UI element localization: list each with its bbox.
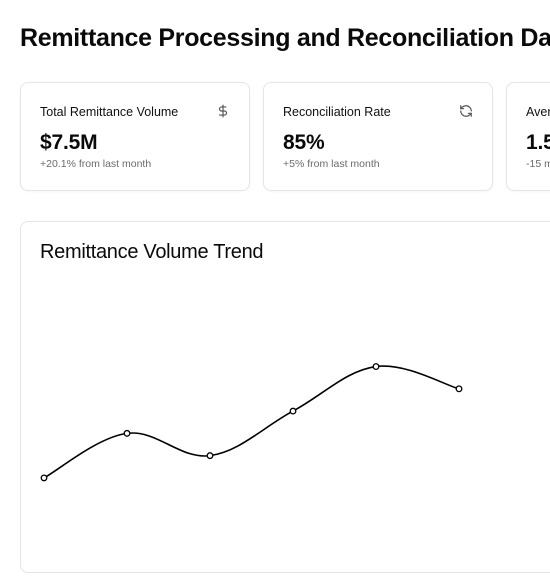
metric-card-change: -15 m — [526, 158, 550, 170]
metric-card-label: Aver — [526, 105, 550, 119]
trend-data-point[interactable] — [123, 429, 131, 437]
page-title: Remittance Processing and Reconciliation… — [20, 24, 550, 52]
metric-cards: Total Remittance Volume $7.5M +20.1% fro… — [20, 82, 550, 191]
metric-card-label: Total Remittance Volume — [40, 105, 179, 119]
trend-data-point[interactable] — [289, 407, 297, 415]
trend-chart-card: Remittance Volume Trend — [20, 221, 550, 573]
metric-card-average: Aver 1.5 -15 m — [506, 82, 550, 191]
metric-card-value: $7.5M — [40, 131, 98, 154]
trend-data-point[interactable] — [455, 385, 463, 393]
trend-series-line — [43, 365, 460, 479]
metric-card-label: Reconciliation Rate — [283, 105, 391, 119]
metric-card-change: +5% from last month — [283, 158, 380, 170]
refresh-icon — [459, 104, 473, 118]
metric-card-reconciliation-rate: Reconciliation Rate 85% +5% from last mo… — [263, 82, 493, 191]
metric-card-value: 85% — [283, 131, 325, 154]
trend-data-point[interactable] — [206, 452, 214, 460]
metric-card-change: +20.1% from last month — [40, 158, 152, 170]
metric-card-total-remittance-volume: Total Remittance Volume $7.5M +20.1% fro… — [20, 82, 250, 191]
chart-title: Remittance Volume Trend — [40, 241, 264, 263]
trend-data-point[interactable] — [40, 474, 48, 482]
dollar-icon — [216, 104, 230, 118]
trend-line-chart — [40, 363, 463, 482]
metric-card-value: 1.5 — [526, 131, 550, 154]
trend-data-point[interactable] — [372, 363, 380, 370]
